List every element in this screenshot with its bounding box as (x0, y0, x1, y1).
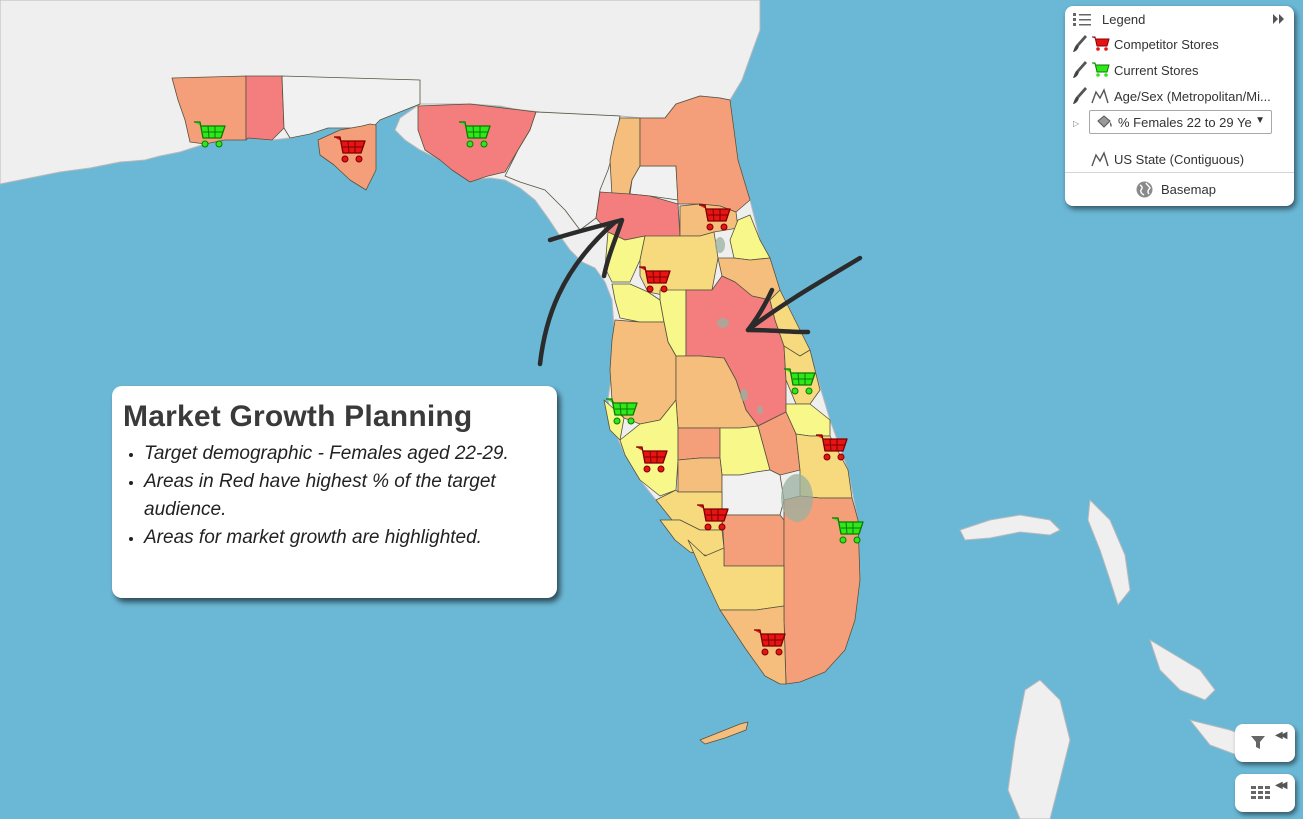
dropdown-arrow-icon[interactable]: ▼ (1255, 115, 1265, 126)
info-card: Market Growth Planning Target demographi… (112, 386, 557, 598)
competitor-store-marker[interactable] (754, 629, 786, 656)
expand-arrow-icon[interactable]: ▷ (1073, 119, 1080, 128)
table-icon (1251, 786, 1270, 799)
expand-chevron-icon[interactable]: ◀◀ (1275, 780, 1288, 791)
legend-item-label: Age/Sex (Metropolitan/Mi... (1114, 88, 1271, 104)
legend-list-icon (1073, 13, 1091, 26)
legend-item-us-state[interactable]: US State (Contiguous) (1065, 147, 1294, 171)
competitor-store-marker[interactable] (816, 434, 848, 461)
bullet-item: Areas for market growth are highlighted. (144, 524, 544, 552)
current-store-marker[interactable] (784, 368, 816, 395)
bahamas-island (1149, 638, 1216, 701)
brush-icon[interactable] (1073, 87, 1087, 105)
legend-item-competitor-stores[interactable]: Competitor Stores (1065, 32, 1294, 56)
legend-item-age-sex-layer[interactable]: Age/Sex (Metropolitan/Mi... (1065, 84, 1294, 108)
current-store-marker[interactable] (832, 517, 864, 544)
field-select[interactable]: % Females 22 to 29 Ye ▼ (1089, 110, 1272, 134)
polygon-layer-icon (1091, 88, 1109, 104)
green-cart-icon (1092, 62, 1110, 77)
brush-icon[interactable] (1073, 35, 1087, 53)
current-store-marker[interactable] (194, 121, 226, 148)
legend-item-label: Competitor Stores (1114, 36, 1219, 52)
basemap-label: Basemap (1161, 182, 1216, 197)
competitor-store-marker[interactable] (699, 204, 731, 231)
filter-icon (1251, 736, 1265, 749)
info-card-bullets: Target demographic - Females aged 22-29.… (122, 440, 544, 552)
expand-chevron-icon[interactable]: ◀◀ (1275, 730, 1288, 741)
store-markers[interactable] (194, 121, 864, 656)
legend-item-label: Current Stores (1114, 62, 1199, 78)
legend-panel: Legend Competitor Stores Current Stores … (1065, 6, 1294, 206)
competitor-store-marker[interactable] (636, 446, 668, 473)
red-cart-icon (1092, 36, 1110, 51)
table-widget[interactable]: ◀◀ (1235, 774, 1295, 812)
current-store-marker[interactable] (459, 121, 491, 148)
paint-bucket-icon (1097, 115, 1112, 128)
globe-icon (1136, 181, 1153, 198)
cuba-island (1007, 679, 1071, 819)
bullet-item: Target demographic - Females aged 22-29. (144, 440, 544, 468)
legend-title: Legend (1102, 12, 1146, 27)
current-store-marker[interactable] (606, 398, 638, 425)
legend-item-label: US State (Contiguous) (1114, 151, 1245, 167)
competitor-store-marker[interactable] (334, 136, 366, 163)
bahamas-island (959, 514, 1061, 541)
legend-item-current-stores[interactable]: Current Stores (1065, 58, 1294, 82)
bahamas-island (1087, 498, 1131, 607)
legend-header[interactable]: Legend (1065, 8, 1294, 32)
legend-divider (1065, 172, 1294, 173)
annotation-arrows (537, 217, 863, 367)
brush-icon[interactable] (1073, 61, 1087, 79)
competitor-store-marker[interactable] (697, 504, 729, 531)
lakes (715, 237, 813, 522)
info-card-title: Market Growth Planning (123, 400, 473, 433)
polygon-layer-icon (1091, 151, 1109, 167)
basemap-button[interactable]: Basemap (1065, 178, 1294, 200)
competitor-store-marker[interactable] (639, 266, 671, 293)
filter-widget[interactable]: ◀◀ (1235, 724, 1295, 762)
collapse-icon[interactable] (1273, 14, 1285, 24)
field-select-value: % Females 22 to 29 Ye (1118, 115, 1252, 130)
bullet-item: Areas in Red have highest % of the targe… (144, 468, 544, 524)
